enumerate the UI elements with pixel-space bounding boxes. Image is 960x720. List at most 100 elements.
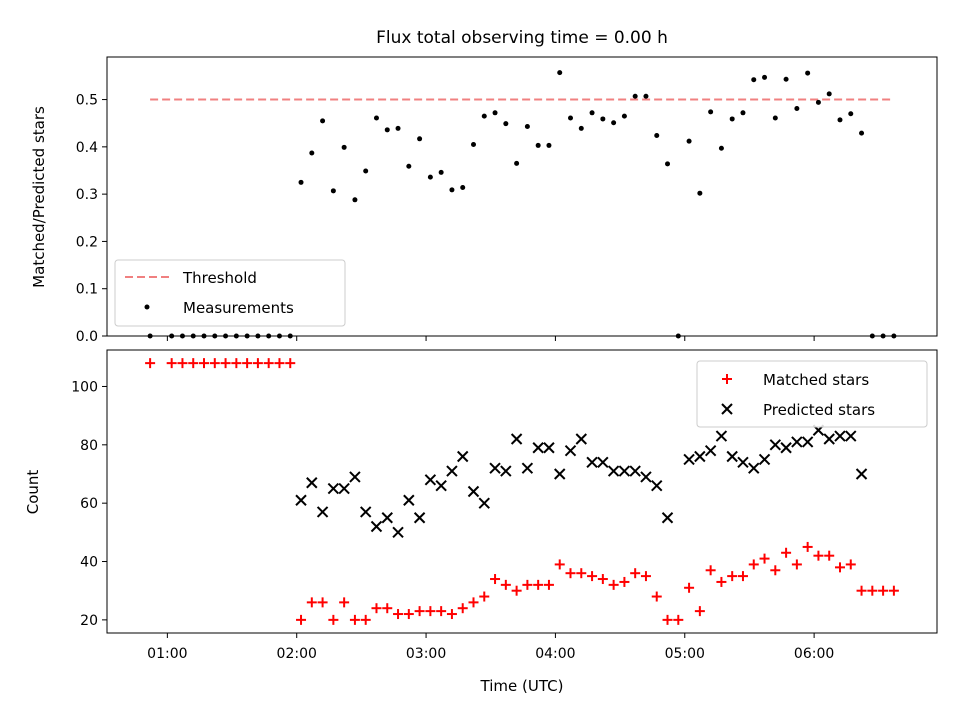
ratio-y-tick-label: 0.3 [76, 187, 98, 203]
ratio-y-tick-label: 0.2 [76, 234, 98, 250]
measurement-point [708, 109, 714, 115]
matched-star-point [867, 585, 878, 596]
predicted-star-point [424, 474, 437, 486]
predicted-star-point [554, 468, 566, 480]
predicted-star-point [661, 512, 674, 524]
predicted-star-point [607, 465, 620, 477]
count-y-tick-label: 100 [71, 379, 98, 395]
measurement-point [287, 333, 293, 339]
predicted-star-point [586, 456, 598, 469]
matched-star-point [371, 603, 382, 614]
measurement-point [686, 138, 692, 144]
measurement-point [147, 333, 153, 339]
measurement-point [675, 333, 681, 339]
predicted-star-point [295, 494, 307, 506]
matched-star-point [781, 547, 792, 558]
matched-star-point [511, 585, 522, 596]
matched-star-point [382, 603, 393, 614]
measurement-point [492, 110, 498, 116]
measurement-point [568, 115, 574, 121]
predicted-star-point [618, 465, 631, 477]
measurement-point [783, 76, 789, 82]
measurement-point [384, 127, 390, 133]
matched-star-point [813, 550, 824, 561]
matched-star-point [619, 576, 630, 587]
matched-star-point [587, 571, 598, 582]
ratio-axis-ticks: 0.0 0.1 0.2 0.3 0.4 0.5 [76, 93, 815, 345]
predicted-star-point [392, 526, 404, 539]
predicted-star-point [478, 497, 490, 509]
measurement-point [460, 185, 466, 191]
predicted-star-point [737, 456, 749, 469]
matched-star-point [393, 609, 404, 620]
legend-threshold-label: Threshold [182, 269, 257, 287]
count-plot-area [106, 349, 938, 634]
ratio-panel: 0.0 0.1 0.2 0.3 0.4 0.5 Matched/Predicted sta… [30, 56, 938, 345]
measurement-point [578, 125, 584, 131]
measurement-point [233, 333, 239, 339]
predicted-star-point [370, 520, 383, 533]
matched-star-point [263, 358, 274, 369]
legend-predicted-label: Predicted stars [763, 401, 875, 419]
matched-star-point [231, 358, 242, 369]
measurement-point [320, 118, 326, 124]
predicted-star-point [349, 471, 361, 483]
ratio-y-tick-label: 0.5 [76, 93, 98, 109]
measurement-point [546, 142, 552, 148]
measurement-point [427, 174, 433, 180]
matched-star-point [468, 597, 479, 608]
matched-star-point [177, 358, 188, 369]
predicted-star-point [564, 444, 577, 457]
matched-star-point [802, 541, 813, 552]
predicted-star-point [316, 506, 329, 518]
ratio-y-axis-label: Matched/Predicted stars [30, 106, 48, 288]
predicted-star-point [651, 479, 663, 492]
measurement-point [417, 136, 423, 142]
predicted-star-point [780, 442, 792, 454]
matched-star-point [166, 358, 177, 369]
x-tick-label: 02:00 [277, 646, 317, 662]
measurement-point [632, 93, 638, 99]
predicted-star-point [306, 477, 318, 489]
measurement-point [363, 168, 369, 174]
predicted-star-point [435, 479, 447, 492]
matched-star-point [403, 609, 414, 620]
matched-star-point [737, 571, 748, 582]
measurement-point [815, 99, 821, 105]
count-points [145, 358, 899, 625]
x-tick-label: 01:00 [147, 646, 187, 662]
count-y-tick-label: 80 [80, 438, 98, 454]
matched-star-point [554, 559, 565, 570]
predicted-star-point [575, 433, 587, 445]
chart-title: Flux total observing time = 0.00 h [376, 28, 668, 48]
measurement-point [406, 163, 412, 169]
measurement-point [212, 333, 218, 339]
predicted-star-point [694, 450, 706, 463]
matched-star-point [640, 571, 651, 582]
measurement-point [255, 333, 261, 339]
x-axis-label: Time (UTC) [480, 677, 564, 695]
matched-star-point [306, 597, 317, 608]
predicted-star-point [327, 482, 340, 495]
predicted-star-point [758, 453, 771, 466]
predicted-star-point [597, 456, 609, 469]
legend-matched-label: Matched stars [763, 371, 869, 389]
matched-star-point [824, 550, 835, 561]
matched-star-point [748, 559, 759, 570]
measurement-point [341, 144, 347, 150]
measurement-point [837, 117, 843, 123]
measurement-point [352, 197, 358, 203]
measurement-point [395, 125, 401, 131]
matched-star-point [716, 576, 727, 587]
measurement-point [859, 130, 865, 136]
measurement-point [330, 188, 336, 194]
measurement-point [848, 111, 854, 117]
matched-star-point [414, 606, 425, 617]
measurement-point [718, 145, 724, 151]
measurement-point [589, 110, 595, 116]
matched-star-point [252, 358, 263, 369]
measurement-point [751, 77, 757, 83]
predicted-star-point [715, 430, 728, 442]
matched-star-point [651, 591, 662, 602]
measurement-point [826, 91, 832, 97]
